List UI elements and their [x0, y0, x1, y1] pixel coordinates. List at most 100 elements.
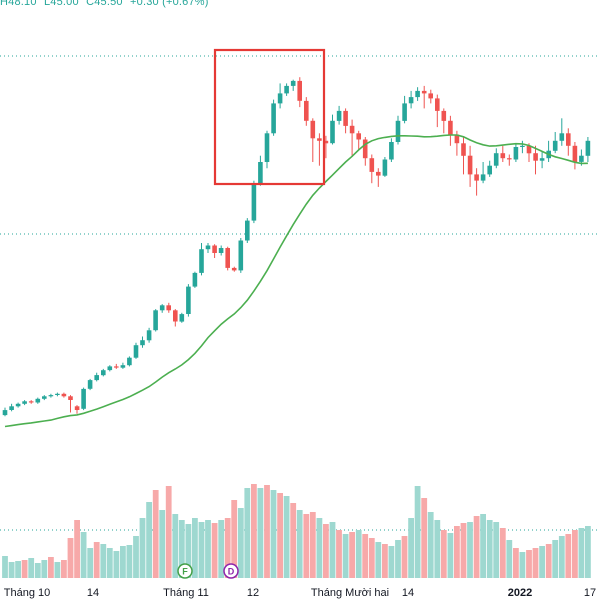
candle	[205, 243, 211, 253]
volume-bar	[316, 518, 323, 578]
candle-body	[225, 248, 230, 268]
candle	[461, 137, 466, 175]
volume-bar	[244, 488, 251, 578]
candle-body	[173, 310, 178, 322]
candle	[133, 342, 139, 359]
candle-body	[402, 103, 407, 121]
volume-bar	[48, 557, 54, 578]
candle	[395, 115, 401, 145]
candle-body	[245, 220, 250, 241]
candle	[304, 97, 309, 126]
volume-bar	[440, 530, 447, 578]
x-axis: Tháng 10 14 Tháng 11 12 Tháng Mười hai 14 2022…	[4, 587, 596, 599]
candle	[101, 368, 106, 377]
volume-bar	[224, 518, 231, 578]
candle-body	[343, 110, 348, 126]
candle	[42, 395, 47, 401]
volume-bar	[2, 556, 8, 578]
candle	[35, 397, 41, 404]
candle-body	[114, 366, 119, 368]
volume-bar	[323, 524, 329, 578]
candle-body	[166, 305, 171, 311]
candle	[277, 83, 283, 109]
ohlc-close: C45.50	[86, 0, 123, 8]
candle	[317, 133, 322, 166]
volume-bar	[572, 530, 578, 578]
candle	[186, 284, 191, 317]
candle	[238, 238, 244, 273]
volume-bar	[192, 518, 198, 578]
candle	[231, 266, 237, 272]
candle-body	[428, 93, 433, 99]
candle-body	[330, 120, 335, 144]
volume-bar	[545, 544, 552, 578]
volume-bar	[552, 540, 559, 578]
candle	[22, 400, 27, 406]
candle-body	[68, 396, 73, 400]
candle	[258, 155, 263, 186]
volume-bar	[368, 538, 375, 578]
candle-body	[336, 110, 342, 121]
volume-bar	[395, 540, 401, 578]
candle	[435, 94, 440, 128]
event-marker[interactable]: D	[223, 563, 239, 579]
candle	[173, 309, 178, 327]
volume-bar	[434, 520, 441, 578]
candle-body	[389, 142, 394, 160]
volume-bar	[172, 514, 179, 578]
candle	[114, 363, 119, 369]
candle-body	[264, 133, 270, 162]
event-marker[interactable]: F	[177, 563, 193, 579]
candle	[526, 143, 532, 162]
volume-bar	[257, 488, 264, 578]
candle-body	[474, 174, 479, 181]
candle-body	[513, 147, 519, 160]
volume-bar	[15, 561, 21, 578]
candle	[507, 154, 512, 166]
x-tick-label: Tháng 11	[163, 587, 209, 599]
candle-body	[94, 375, 99, 381]
candle	[441, 108, 447, 134]
x-tick-label: 14	[87, 587, 99, 599]
volume-bar	[421, 498, 428, 578]
volume-bar	[80, 532, 87, 578]
candle	[362, 137, 368, 166]
candle-body	[87, 380, 93, 389]
volume-bar	[41, 560, 48, 578]
candle	[290, 79, 296, 91]
candle	[330, 114, 335, 145]
candle	[585, 137, 591, 162]
candle	[81, 387, 86, 411]
candle-body	[153, 310, 158, 331]
candle	[336, 105, 342, 125]
volume-bar	[251, 484, 257, 578]
volume-bar	[120, 546, 126, 578]
volume-bar	[401, 536, 408, 578]
candle-body	[526, 145, 532, 154]
volume-bar	[355, 530, 362, 578]
volume-bar	[113, 551, 120, 578]
volume-bar	[532, 548, 539, 578]
candle-body	[55, 393, 60, 395]
volume-bar	[519, 552, 526, 578]
candle-body	[349, 125, 355, 134]
candle-body	[192, 272, 198, 287]
candle-body	[356, 133, 361, 140]
candle-body	[415, 90, 420, 98]
volume-bar	[159, 510, 166, 578]
candle-body	[186, 286, 191, 314]
candle	[513, 143, 519, 162]
event-marker-label: F	[182, 567, 188, 577]
volume-bar	[139, 518, 146, 578]
candle-body	[500, 153, 506, 159]
volume-bar	[100, 544, 107, 578]
candle	[566, 128, 571, 156]
candle-body	[369, 158, 375, 172]
candle	[212, 244, 217, 258]
candle	[493, 148, 499, 169]
x-tick-label: 2022	[508, 587, 532, 599]
x-tick-label: 12	[247, 587, 259, 599]
candle-body	[212, 245, 217, 253]
candle	[218, 245, 224, 256]
